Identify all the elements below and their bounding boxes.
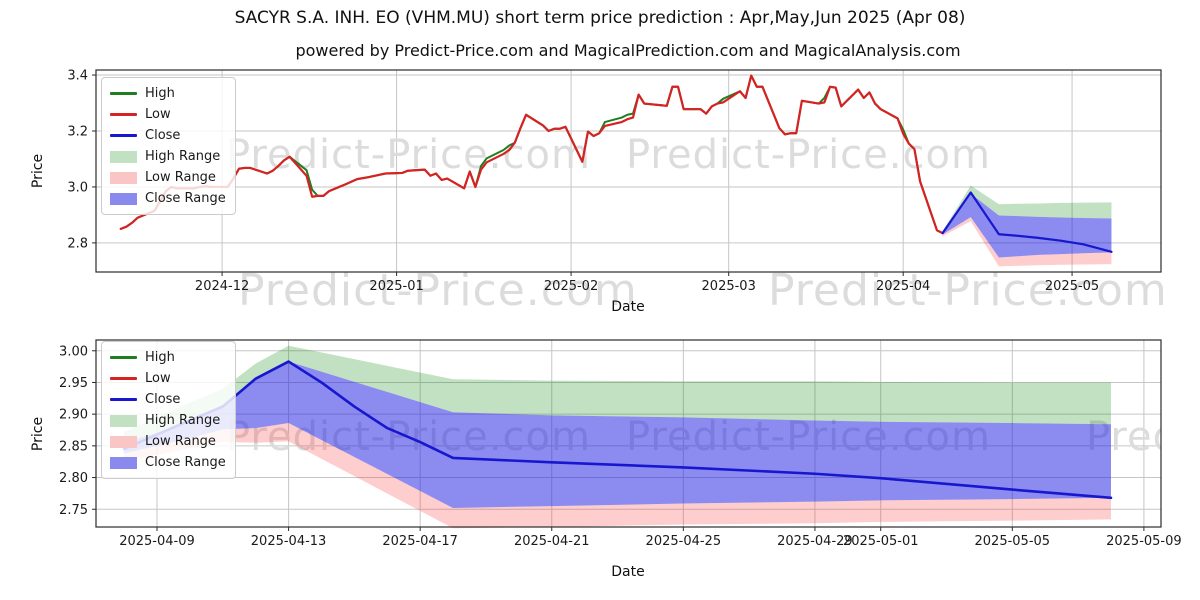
legend-item-label: Low [145,371,171,386]
x-tick-label: 2025-05-01 [843,534,919,549]
legend-item-high: High [110,83,226,104]
watermark-text: Predict-Price.com [626,132,991,178]
figure-subtitle: powered by Predict-Price.com and Magical… [295,41,961,60]
legend-item-low: Low [110,104,226,125]
plot-border [95,339,1162,528]
low-range-band [942,217,1112,267]
watermark-text: Predict-Price.com [768,265,1168,316]
watermark-text: Predict-Price.com [238,265,638,316]
x-tick-label: 2025-04-13 [251,534,327,549]
bottom-chart-x-axis-label: Date [611,564,645,580]
close-range-band [124,361,1111,508]
y-tick-label: 2.8 [67,236,88,251]
figure-title: SACYR S.A. INH. EO (VHM.MU) short term p… [234,8,966,28]
legend-item-high: High [110,347,226,368]
y-tick-label: 2.85 [59,439,88,454]
x-tick-label: 2025-04-25 [646,534,722,549]
low-line [119,74,944,235]
legend-item-label: Low Range [145,170,216,185]
x-tick-label: 2025-04-09 [119,534,195,549]
high-range-band [942,185,1112,233]
x-tick-label: 2025-05-09 [1106,534,1182,549]
close-line [941,191,1113,253]
legend-item-high-range: High Range [110,146,226,167]
close-range-swatch-patch [110,456,137,469]
top-chart-legend: High Low Close High Range Low Range Close Ran… [101,77,236,215]
high-swatch-line [110,92,137,95]
legend-item-label: Low Range [145,434,216,449]
high-range-band [124,345,1111,443]
top-chart-y-axis-label: Price [30,153,46,189]
legend-item-label: High [145,86,175,101]
x-tick-label: 2025-01 [369,279,423,294]
y-tick-label: 3.0 [67,180,88,195]
legend-item-low-range: Low Range [110,167,226,188]
y-tick-label: 2.95 [59,376,88,391]
legend-item-label: Low [145,107,171,122]
legend-item-label: Close [145,128,181,143]
low-range-swatch-patch [110,435,137,448]
legend-item-close-range: Close Range [110,188,226,209]
legend-item-label: High Range [145,413,221,428]
y-tick-label: 3.4 [67,69,88,84]
x-tick-label: 2025-04 [876,279,930,294]
bottom-chart-y-axis-label: Price [30,416,46,452]
legend-item-close-range: Close Range [110,452,226,473]
chart-forecast-detail: Predict-Price.comPredict-Price.comPredic… [59,339,1182,549]
low-swatch-line [110,377,137,380]
x-tick-label: 2025-03 [702,279,756,294]
x-tick-label: 2025-04-21 [514,534,590,549]
y-tick-label: 3.00 [59,344,88,359]
plot-border [95,69,1162,273]
y-tick-label: 2.75 [59,503,88,518]
high-range-swatch-patch [110,150,137,163]
top-chart-x-axis-label: Date [611,299,645,315]
high-range-swatch-patch [110,414,137,427]
y-tick-label: 2.80 [59,471,88,486]
x-tick-label: 2025-05 [1045,279,1099,294]
legend-item-close: Close [110,125,226,146]
legend-item-label: Close [145,392,181,407]
x-tick-label: 2024-12 [195,279,249,294]
x-tick-label: 2025-02 [544,279,598,294]
bottom-chart-legend: High Low Close High Range Low Range Close Ran… [101,341,236,479]
low-swatch-line [110,113,137,116]
legend-item-label: High [145,350,175,365]
y-tick-label: 2.90 [59,408,88,423]
high-swatch-line [110,356,137,359]
legend-item-close: Close [110,389,226,410]
low-range-band [124,423,1111,529]
x-tick-label: 2025-04-17 [382,534,458,549]
close-swatch-line [110,398,137,401]
legend-item-low: Low [110,368,226,389]
close-swatch-line [110,134,137,137]
low-range-swatch-patch [110,171,137,184]
legend-item-high-range: High Range [110,410,226,431]
legend-item-label: Close Range [145,191,226,206]
y-tick-label: 3.2 [67,124,88,139]
legend-item-label: High Range [145,149,221,164]
legend-item-label: Close Range [145,455,226,470]
chart-history-and-forecast: Predict-Price.com Predict-Price.com Predic… [67,69,1168,316]
x-tick-label: 2025-04-29 [777,534,853,549]
close-range-swatch-patch [110,192,137,205]
legend-item-low-range: Low Range [110,431,226,452]
x-tick-label: 2025-05-05 [975,534,1051,549]
